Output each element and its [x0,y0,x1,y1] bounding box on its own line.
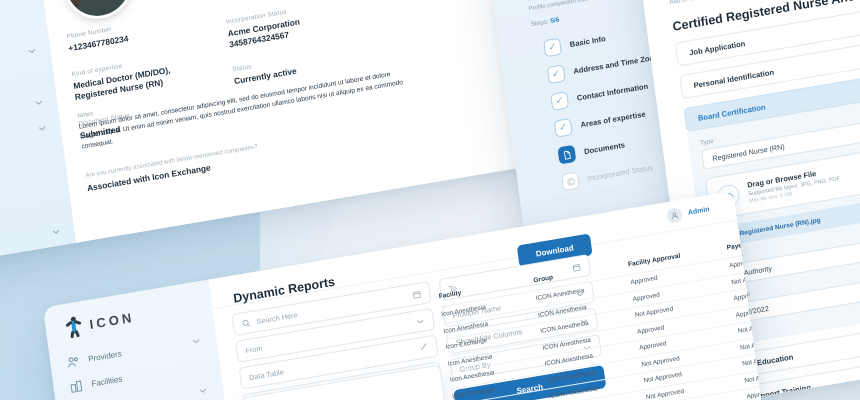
chevron-down-icon[interactable] [34,97,44,107]
admin-label: Admin [687,206,710,217]
building-icon [69,379,84,394]
sidebar-item-providers[interactable]: Providers [65,325,218,375]
check-icon: ✓ [550,91,570,111]
check-icon: ✓ [553,118,573,138]
tracker-step-label: Basic Info [569,34,607,50]
tracker-list: ✓ Basic Info ✓ Address and Time Zone ✓ C… [543,9,749,192]
chevron-down-icon[interactable] [27,45,37,55]
chevron-down-icon[interactable] [191,336,201,346]
doc-section-label: Personal Identification [692,67,775,90]
document-icon [557,144,577,165]
dynamic-reports-panel: ICON Providers Facilities ICON Users Exp… [43,190,773,400]
provider-name-select[interactable]: Provider Name [442,280,595,328]
chevron-down-icon[interactable] [415,316,425,326]
avatar [62,0,134,21]
users-icon [66,354,81,369]
search-input[interactable]: Search Here [231,280,432,337]
chevron-down-icon[interactable] [51,226,61,236]
tracker-step-label: Documents [583,140,626,157]
sidebar-item-facilities[interactable]: Facilities [68,350,221,400]
search-icon [241,318,251,328]
sidebar-item-documents[interactable]: Documents [0,86,59,138]
type-value: Registered Nurse (RN) [711,141,786,163]
reports-topbar: Admin [208,190,738,310]
profile-tracker-panel: Provider Profile Profile completion trac… [487,0,757,257]
tracker-step-incorporated-status[interactable]: Incorporated Status [560,143,749,192]
chevron-down-icon[interactable] [575,289,585,299]
chevron-down-icon[interactable] [579,315,589,325]
field-phone-number: Phone Number +123467780234 [66,23,129,54]
tracker-step-documents[interactable]: Documents [557,116,745,165]
tracker-step-label: Contact Information [576,81,649,103]
sidebar-item-bonuses[interactable]: Bonuses [0,112,62,164]
tracker-steps-label: Steps: [530,18,550,29]
sidebar-item-icon-users[interactable]: ICON Users [0,35,52,87]
avatar [666,206,684,225]
tracker-step-label: Incorporated Status [587,162,654,183]
reports-sidebar-list: Providers Facilities ICON Users Expenses… [48,313,238,400]
dropzone-text: Drag or Browse File Supported file types… [747,165,842,204]
download-label: Download [535,242,575,259]
from-input[interactable]: From [235,307,436,363]
chevron-down-icon[interactable] [198,385,208,395]
from-placeholder: From [244,343,263,355]
sidebar-item-label: Facilities [90,374,123,389]
group-by-select[interactable]: Group By [449,334,603,382]
profile-sidebar-list: Provider Rates Malpractice Rates Facilit… [0,0,79,271]
provider-profile-panel: Provider Rates Malpractice Rates Facilit… [0,0,578,272]
profile-sidebar: Provider Rates Malpractice Rates Facilit… [0,0,79,272]
check-icon: ✓ [543,37,563,58]
search-placeholder: Search Here [255,309,299,326]
reports-main: Admin Dynamic Reports Download Search He… [208,190,773,400]
doc-section-label: Job Application [688,38,746,57]
calendar-icon[interactable] [572,262,582,272]
uploaded-file-name: Registered Nurse (RN).jpg [739,216,821,238]
data-table-placeholder: Data Table [248,366,285,382]
data-table-select[interactable]: Data Table [238,334,439,390]
sidebar-item-label: Providers [87,349,123,364]
chevron-down-icon[interactable] [37,123,47,133]
check-icon: ✓ [546,64,566,85]
sidebar-item-icon-users[interactable]: ICON Users [72,375,225,400]
reports-sidebar: ICON Providers Facilities ICON Users Exp… [43,279,249,400]
chevron-down-icon[interactable] [582,342,592,352]
sidebar-item-notifications[interactable]: Notifications [0,215,76,267]
chevron-up-icon[interactable] [419,342,429,352]
icon-logo-mark [65,315,85,339]
show-hide-columns-select[interactable]: Show/Hide Columns [445,307,599,355]
tracker-step-label: Areas of expertise [579,109,647,130]
tracker-steps-value: 5/6 [550,16,560,25]
tracker-step-label: Address and Time Zone [572,52,659,76]
to-input[interactable]: To [438,253,592,302]
incorporation-icon [560,171,580,192]
admin-account[interactable]: Admin [666,202,710,225]
field-incorporation-status: Incorporation Status Acme Corporation 34… [226,0,378,51]
calendar-icon[interactable] [412,289,422,299]
